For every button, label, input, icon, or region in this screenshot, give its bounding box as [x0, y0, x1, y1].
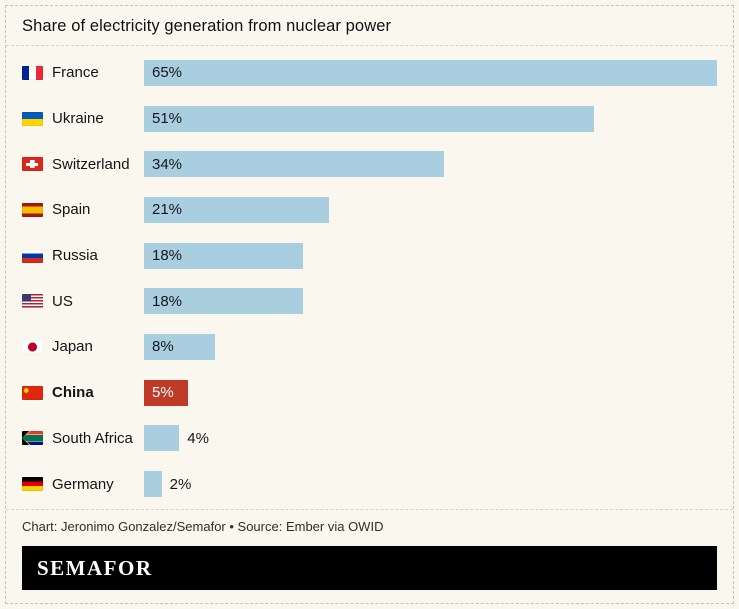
bar-area: 21%	[144, 196, 717, 223]
chart-row: Ukraine 51%	[22, 97, 717, 140]
bar-area: 5%	[144, 379, 717, 406]
value-label-outside: 2%	[169, 475, 192, 493]
bar-area: 34%	[144, 151, 717, 178]
chart-row: South Africa 4%	[22, 417, 717, 460]
country-label: Switzerland	[52, 155, 130, 173]
value-label: 51%	[152, 110, 183, 128]
china-flag-icon	[22, 385, 43, 400]
value-label: 18%	[152, 247, 183, 265]
value-bar	[144, 471, 162, 498]
value-label: 8%	[152, 338, 174, 356]
chart-card: Share of electricity generation from nuc…	[5, 5, 734, 604]
value-label: 21%	[152, 201, 183, 219]
value-label: 18%	[152, 292, 183, 310]
south-africa-flag-icon	[22, 431, 43, 446]
bar-area: 18%	[144, 288, 717, 315]
spain-flag-icon	[22, 202, 43, 217]
chart-row: China 5%	[22, 371, 717, 414]
russia-flag-icon	[22, 248, 43, 263]
bar-area: 4%	[144, 425, 717, 452]
france-flag-icon	[22, 65, 43, 80]
switzerland-flag-icon	[22, 157, 43, 172]
value-label: 34%	[152, 155, 183, 173]
country-label: Germany	[52, 475, 114, 493]
country-label: South Africa	[52, 429, 133, 447]
chart-rows: France 65% Ukraine 51% Switzerland 34%	[6, 46, 733, 509]
value-bar: 21%	[144, 196, 330, 223]
value-bar: 34%	[144, 151, 444, 178]
country-label: China	[52, 384, 94, 402]
country-label: France	[52, 64, 99, 82]
chart-row: Switzerland 34%	[22, 143, 717, 186]
country-label: Russia	[52, 247, 98, 265]
value-bar: 18%	[144, 242, 303, 269]
ukraine-flag-icon	[22, 111, 43, 126]
value-bar: 8%	[144, 333, 215, 360]
chart-row: Spain 21%	[22, 188, 717, 231]
value-bar	[144, 425, 180, 452]
bar-area: 2%	[144, 471, 717, 498]
chart-row: France 65%	[22, 51, 717, 94]
footer-divider	[6, 509, 733, 510]
bar-area: 18%	[144, 242, 717, 269]
country-label: Spain	[52, 201, 91, 219]
bar-area: 51%	[144, 105, 717, 132]
bar-area: 8%	[144, 333, 717, 360]
chart-title: Share of electricity generation from nuc…	[22, 17, 392, 35]
chart-row: Russia 18%	[22, 234, 717, 277]
semafor-logo-bar: SEMAFOR	[22, 546, 717, 590]
country-label: Ukraine	[52, 110, 104, 128]
chart-row: Japan 8%	[22, 325, 717, 368]
header-divider	[6, 45, 733, 46]
chart-header: Share of electricity generation from nuc…	[6, 6, 733, 45]
semafor-logo: SEMAFOR	[37, 555, 153, 580]
germany-flag-icon	[22, 477, 43, 492]
chart-row: Germany 2%	[22, 463, 717, 506]
country-label: Japan	[52, 338, 93, 356]
value-bar: 18%	[144, 288, 303, 315]
value-label: 65%	[152, 64, 183, 82]
value-label-outside: 4%	[187, 429, 209, 447]
value-bar: 5%	[144, 379, 189, 406]
value-label: 5%	[152, 384, 174, 402]
chart-row: US 18%	[22, 280, 717, 323]
us-flag-icon	[22, 294, 43, 309]
country-label: US	[52, 292, 73, 310]
value-bar: 51%	[144, 105, 594, 132]
chart-credit: Chart: Jeronimo Gonzalez/Semafor • Sourc…	[22, 519, 384, 534]
japan-flag-icon	[22, 339, 43, 354]
value-bar: 65%	[144, 59, 717, 86]
bar-area: 65%	[144, 59, 717, 86]
